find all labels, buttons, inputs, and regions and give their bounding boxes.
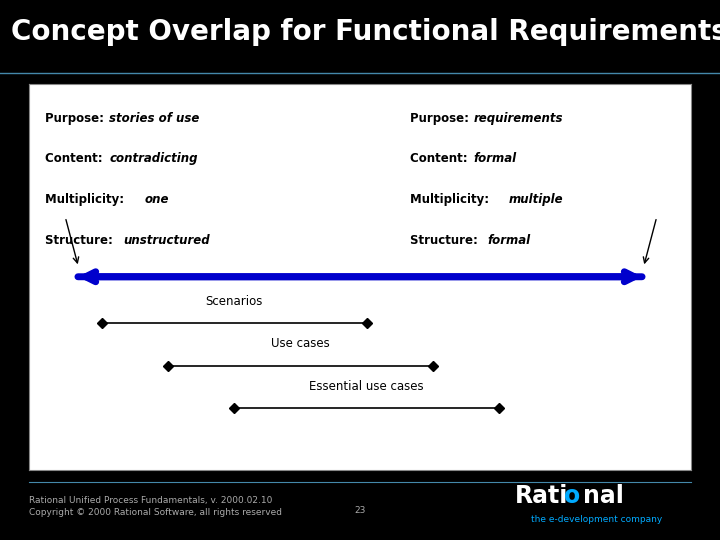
Text: Purpose:: Purpose: xyxy=(45,112,109,125)
Text: Use cases: Use cases xyxy=(271,337,330,350)
Text: 23: 23 xyxy=(354,506,366,515)
Text: Multiplicity:: Multiplicity: xyxy=(45,193,129,206)
Text: contradicting: contradicting xyxy=(109,152,197,165)
Text: Structure:: Structure: xyxy=(45,234,117,247)
Text: Content:: Content: xyxy=(45,152,107,165)
Text: Rati: Rati xyxy=(515,484,568,509)
Text: Essential use cases: Essential use cases xyxy=(310,380,424,393)
Text: o: o xyxy=(564,484,580,509)
Text: Purpose:: Purpose: xyxy=(410,112,473,125)
Text: one: one xyxy=(145,193,169,206)
Text: Concept Overlap for Functional Requirements: Concept Overlap for Functional Requireme… xyxy=(11,18,720,46)
Text: Content:: Content: xyxy=(410,152,472,165)
Text: Rational Unified Process Fundamentals, v. 2000.02.10
Copyright © 2000 Rational S: Rational Unified Process Fundamentals, v… xyxy=(29,496,282,517)
Text: Multiplicity:: Multiplicity: xyxy=(410,193,493,206)
Text: Scenarios: Scenarios xyxy=(205,295,263,308)
Text: nal: nal xyxy=(583,484,624,509)
Text: Structure:: Structure: xyxy=(410,234,482,247)
Text: unstructured: unstructured xyxy=(123,234,210,247)
Text: requirements: requirements xyxy=(474,112,563,125)
Text: stories of use: stories of use xyxy=(109,112,199,125)
Text: formal: formal xyxy=(474,152,516,165)
Text: multiple: multiple xyxy=(509,193,564,206)
Text: formal: formal xyxy=(487,234,531,247)
Text: the e-development company: the e-development company xyxy=(531,515,662,524)
